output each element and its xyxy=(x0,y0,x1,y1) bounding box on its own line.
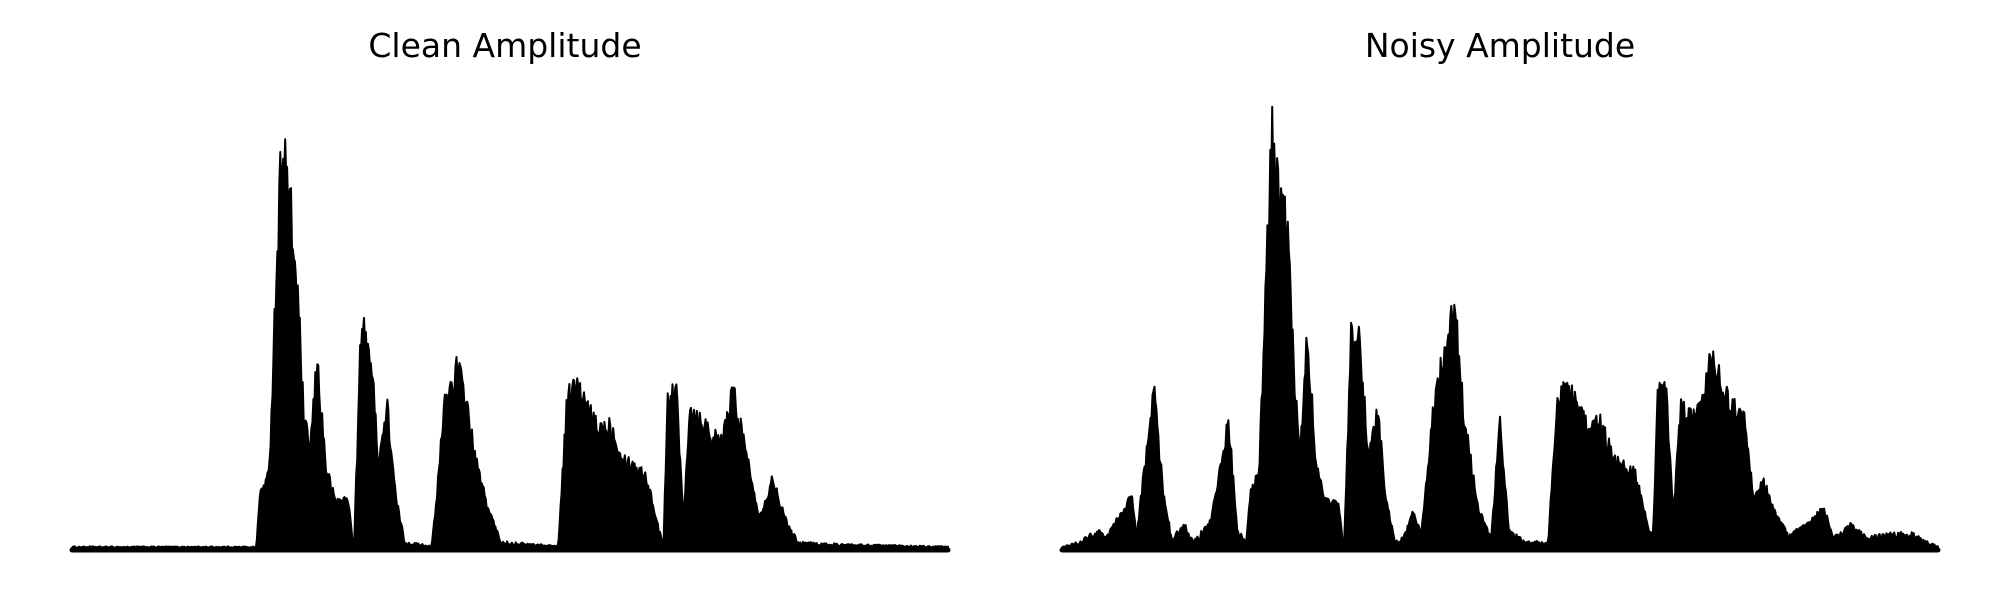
clean-amplitude-chart: Clean Amplitude xyxy=(0,0,990,600)
amplitude-envelope-area xyxy=(1062,107,1938,550)
noisy-amplitude-plot xyxy=(1000,0,2000,600)
noisy-amplitude-chart: Noisy Amplitude xyxy=(1000,0,1990,600)
amplitude-envelope-area xyxy=(72,139,948,550)
clean-amplitude-plot xyxy=(0,0,1000,600)
